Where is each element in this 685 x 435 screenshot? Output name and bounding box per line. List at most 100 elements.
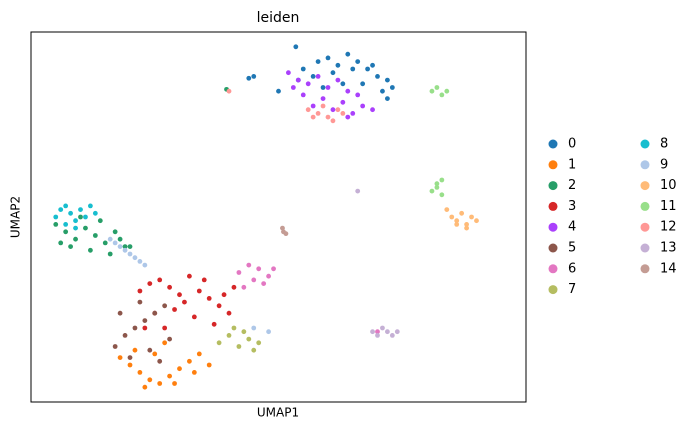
legend-label: 7 xyxy=(568,282,576,297)
point xyxy=(63,222,69,227)
point xyxy=(439,177,445,183)
point xyxy=(73,225,78,231)
point xyxy=(226,333,232,338)
point xyxy=(464,225,469,231)
point xyxy=(187,273,192,279)
point xyxy=(137,259,143,264)
point xyxy=(172,307,177,312)
point xyxy=(246,262,252,268)
point xyxy=(221,292,227,298)
point xyxy=(196,351,202,357)
point xyxy=(340,111,346,116)
point xyxy=(330,70,336,76)
point xyxy=(310,103,316,109)
point xyxy=(182,299,187,305)
point xyxy=(172,381,177,386)
point xyxy=(191,314,197,320)
point xyxy=(320,96,326,101)
point xyxy=(315,59,321,64)
point xyxy=(251,325,257,331)
point xyxy=(117,310,123,316)
point xyxy=(375,329,380,335)
point xyxy=(320,103,326,109)
x-axis-label: UMAP1 xyxy=(257,406,299,420)
point xyxy=(68,210,73,216)
legend-marker xyxy=(640,160,650,170)
legend-label: 14 xyxy=(660,261,677,276)
point xyxy=(345,51,351,57)
point xyxy=(231,284,237,290)
point xyxy=(434,181,440,187)
point xyxy=(464,222,469,227)
point xyxy=(53,214,59,220)
point xyxy=(137,370,143,375)
legend-marker xyxy=(548,243,558,253)
point xyxy=(206,362,212,368)
point xyxy=(439,192,445,198)
point xyxy=(107,236,113,242)
point xyxy=(92,233,98,238)
point xyxy=(147,281,153,286)
point xyxy=(107,251,113,257)
point xyxy=(385,329,390,335)
point xyxy=(325,55,331,61)
legend-marker xyxy=(548,181,558,191)
point xyxy=(394,329,400,335)
point xyxy=(187,358,192,364)
point xyxy=(122,247,128,253)
point xyxy=(102,240,108,246)
point xyxy=(429,88,435,94)
point xyxy=(429,188,435,194)
point xyxy=(350,66,356,72)
point xyxy=(127,244,133,250)
legend-label: 10 xyxy=(660,178,677,193)
point xyxy=(261,281,267,286)
legend-marker xyxy=(640,181,650,191)
legend-label: 6 xyxy=(568,261,576,276)
point xyxy=(58,207,64,213)
legend-label: 11 xyxy=(660,199,677,214)
point xyxy=(439,92,445,98)
point xyxy=(449,214,455,220)
point xyxy=(157,381,163,386)
point xyxy=(127,251,133,257)
legend-marker xyxy=(548,222,558,232)
point xyxy=(370,329,375,335)
point xyxy=(305,81,311,87)
legend-label: 1 xyxy=(568,157,576,172)
point xyxy=(78,207,83,213)
point xyxy=(385,96,390,101)
point xyxy=(246,75,252,81)
point xyxy=(375,333,380,338)
legend-marker xyxy=(640,222,650,232)
point xyxy=(132,347,138,353)
chart-title: leiden xyxy=(257,10,300,26)
legend-marker xyxy=(640,139,650,149)
point xyxy=(280,225,285,231)
point xyxy=(320,85,326,90)
legend-label: 5 xyxy=(568,241,576,256)
point xyxy=(300,66,306,72)
point xyxy=(325,114,331,120)
point xyxy=(256,266,262,272)
point xyxy=(241,329,247,335)
point xyxy=(325,85,331,90)
point xyxy=(266,329,271,335)
point xyxy=(251,347,257,353)
legend-marker xyxy=(640,201,650,211)
point xyxy=(335,77,341,83)
point xyxy=(276,88,281,94)
point xyxy=(167,284,173,290)
point xyxy=(283,231,289,237)
point xyxy=(68,244,73,250)
point xyxy=(78,214,83,220)
point xyxy=(127,362,133,368)
point xyxy=(162,325,168,331)
point xyxy=(167,336,173,342)
point xyxy=(122,333,128,338)
point xyxy=(88,247,93,253)
point xyxy=(83,214,88,220)
point xyxy=(444,207,450,213)
point xyxy=(469,214,474,220)
point xyxy=(370,62,375,68)
